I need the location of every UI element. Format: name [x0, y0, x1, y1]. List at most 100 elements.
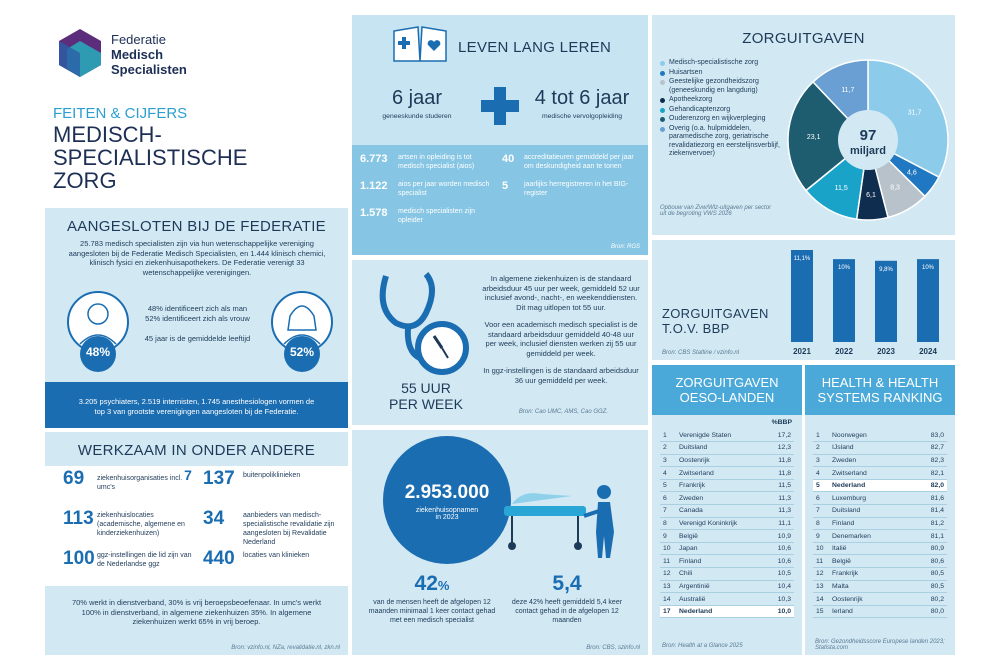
- table-row: 10 Japan 10,6: [660, 542, 794, 556]
- rank: 2: [813, 441, 829, 455]
- source: Bron: Health at a Glance 2025: [662, 643, 743, 649]
- rank: 10: [660, 542, 676, 556]
- rank: 15: [813, 605, 829, 619]
- table-row: 5 Nederland 82,0: [813, 479, 947, 493]
- admissions-number: 2.953.000: [404, 482, 490, 503]
- table-row: 2 IJsland 82,7: [813, 441, 947, 455]
- legend-swatch: [660, 61, 665, 66]
- value: 81,6: [911, 491, 947, 506]
- work-number: 113: [63, 508, 94, 529]
- title-line: ZORGUITGAVEN: [675, 375, 779, 390]
- bar-label: 11,1%: [794, 256, 811, 262]
- slice-label: 11,5: [835, 185, 848, 192]
- country: Italië: [829, 542, 912, 556]
- work-number: 34: [203, 508, 225, 529]
- rank: 4: [660, 466, 676, 480]
- contact-number: 42: [414, 572, 438, 595]
- country: Duitsland: [676, 441, 767, 455]
- learn-stat: 5 jaarlijks herregistreren in het BIG-reg…: [502, 180, 642, 198]
- learn-number: 1.122: [360, 180, 388, 192]
- x-tick-label: 2021: [793, 347, 811, 356]
- value: 82,7: [911, 441, 947, 455]
- legend-label: Huisartsen: [669, 68, 703, 76]
- value: 82,1: [911, 466, 947, 480]
- chart-title: ZORGUITGAVEN: [742, 30, 865, 47]
- country: Zweden: [676, 491, 767, 506]
- table-row: 2 Duitsland 12,3: [660, 441, 794, 455]
- legend-swatch: [660, 117, 665, 122]
- oeso-table: 1 Verenigde Staten 17,2 2 Duitsland 12,3 3 Oost…: [660, 429, 794, 619]
- value: 10,9: [766, 529, 794, 543]
- logo-line: Federatie: [111, 32, 166, 47]
- center-value: 97: [860, 127, 877, 144]
- footer: 70% werkt in dienstverband, 30% is vrij …: [71, 598, 322, 626]
- leren-stats: 6.773 artsen in opleiding is tot medisch …: [352, 145, 648, 255]
- pie-panel: ZORGUITGAVEN Medisch-specialistische zor…: [652, 15, 955, 235]
- value: 10,4: [766, 580, 794, 594]
- legend-swatch: [660, 107, 665, 113]
- panel-title: WERKZAAM IN ONDER ANDERE: [77, 442, 316, 459]
- slice-label: 8,3: [890, 185, 900, 192]
- gender: 48% identificeert zich als man 52% ident…: [135, 304, 260, 323]
- value: 81,1: [911, 529, 947, 543]
- bar-label: 10%: [922, 265, 935, 271]
- learn-stat: 40 accreditatieuren gemiddeld per jaar om…: [502, 153, 642, 171]
- slice-label: 4,6: [907, 170, 917, 177]
- country: Frankrijk: [676, 479, 767, 493]
- country: Duitsland: [829, 504, 912, 518]
- rank: 6: [660, 491, 676, 506]
- value: 11,1: [766, 517, 794, 531]
- country: Noorwegen: [829, 429, 912, 443]
- male-pct: 48%: [85, 345, 111, 359]
- legend-label: Geestelijke gezondheidszorg (geneeskundi…: [669, 78, 759, 94]
- werkzaam-panel: WERKZAAM IN ONDER ANDERE 69 ziekenhuisorg…: [45, 432, 348, 655]
- title-line: HEALTH & HEALTH: [821, 375, 939, 390]
- paragraph: Voor een academisch medisch specialist i…: [484, 320, 638, 358]
- country: Ierland: [829, 605, 912, 619]
- learn-text: aios per jaar worden medisch specialist: [398, 181, 490, 197]
- logo-mark: [59, 29, 101, 77]
- value: 80,5: [911, 580, 947, 594]
- rank: 6: [813, 491, 829, 506]
- logo-line: Specialisten: [111, 62, 187, 77]
- table-row: 7 Canada 11,3: [660, 504, 794, 518]
- country: Zwitserland: [829, 466, 912, 480]
- x-tick-label: 2023: [877, 347, 895, 356]
- legend-label: Ouderenzorg en wijkverpleging: [669, 115, 766, 122]
- value: 11,5: [766, 479, 794, 493]
- country: Zwitserland: [676, 466, 767, 480]
- table-row: 3 Zweden 82,3: [813, 454, 947, 468]
- bar: [875, 260, 897, 342]
- paragraph: In algemene ziekenhuizen is de standaard…: [482, 274, 640, 312]
- headline: 55 UUR PER WEEK: [366, 380, 486, 412]
- slice-label: 23,1: [807, 134, 821, 141]
- legend-item: Ouderenzorg en wijkverpleging: [660, 115, 785, 124]
- table-row: 4 Zwitserland 11,8: [660, 466, 794, 480]
- werktijd-panel: 55 UUR PER WEEK In algemene ziekenhuizen…: [352, 260, 648, 425]
- country: Verenigde Staten: [676, 429, 767, 443]
- admissions-label: ziekenhuisopnamen: [415, 507, 479, 514]
- work-item: 440 locaties van klinieken: [203, 548, 343, 570]
- work-number: 137: [203, 468, 235, 489]
- bar-chart: 11,1% 2021 10% 2022 9,8% 2023 10% 2024: [791, 250, 939, 356]
- work-text: buitenpoliklinieken: [243, 472, 301, 479]
- value: 80,0: [911, 605, 947, 619]
- value: 11,3: [766, 491, 794, 506]
- country: Denemarken: [829, 529, 912, 543]
- work-item: 69 ziekenhuisorganisaties incl. 7 umc's: [63, 468, 201, 492]
- work-text: ggz-instellingen die lid zijn van de Ned…: [97, 552, 192, 568]
- legend-label: Overig (o.a. hulpmiddelen, paramedische …: [669, 124, 780, 158]
- opnamen-art: [383, 436, 614, 564]
- opnamen-panel: 2.953.000 ziekenhuisopnamen in 2023 42% v…: [352, 430, 648, 655]
- legend-item: Huisartsen: [660, 69, 785, 78]
- rank: 11: [660, 554, 676, 569]
- intro: 25.783 medisch specialisten zijn via hun…: [68, 239, 326, 277]
- table-row: 13 Argentinië 10,4: [660, 580, 794, 594]
- title-line: OESO-LANDEN: [679, 390, 775, 405]
- work-text: aanbieders van medisch-specialistische r…: [243, 512, 335, 546]
- werkzaam-items: 69 ziekenhuisorganisaties incl. 7 umc's 13…: [45, 466, 348, 586]
- avatars: [67, 291, 333, 372]
- werktijd-text: In algemene ziekenhuizen is de standaard…: [482, 274, 640, 393]
- learn-text: medisch specialisten zijn opleider: [398, 208, 476, 224]
